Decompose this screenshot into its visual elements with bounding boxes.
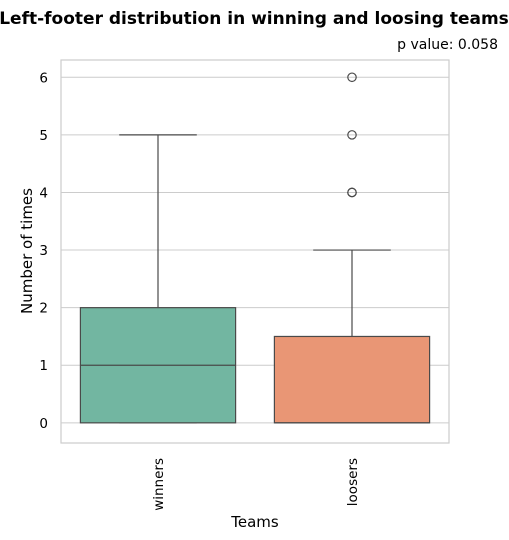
loosers-outlier-3	[347, 72, 357, 83]
chart-subtitle: p value: 0.058	[397, 37, 498, 53]
x-tick-labels: winners loosers	[151, 458, 361, 511]
y-tick-1: 1	[39, 358, 48, 374]
loosers-outlier-2	[347, 130, 357, 140]
y-axis-label: Number of times	[18, 188, 36, 314]
x-tick-loosers: loosers	[345, 458, 361, 506]
y-tick-6: 6	[39, 70, 48, 86]
y-tick-0: 0	[39, 416, 48, 432]
y-tick-4: 4	[39, 185, 48, 201]
loosers-outlier-1	[347, 187, 357, 198]
x-axis-label: Teams	[230, 513, 279, 531]
y-tick-2: 2	[39, 301, 48, 317]
y-tick-3: 3	[39, 243, 48, 259]
plot-frame	[60, 59, 450, 444]
y-tick-5: 5	[39, 128, 48, 144]
loosers-box	[273, 335, 431, 424]
boxes	[79, 72, 431, 424]
chart-title: Left-footer distribution in winning and …	[0, 9, 509, 29]
y-tick-labels: 0 1 2 3 4 5 6	[39, 70, 48, 432]
x-tick-winners: winners	[151, 458, 167, 511]
